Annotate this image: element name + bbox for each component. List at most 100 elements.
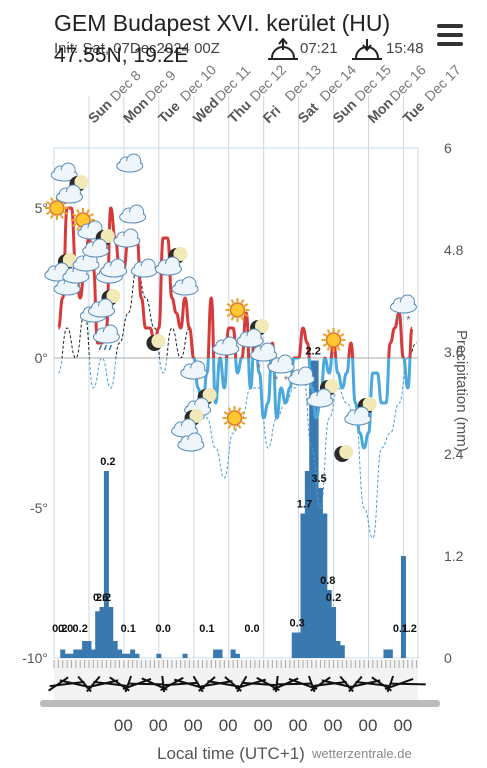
rain-drop: [108, 344, 113, 351]
precip-bar: [322, 513, 328, 658]
cloud-icon: [82, 238, 110, 258]
cloud-icon: [180, 360, 208, 380]
precip-bar: [317, 488, 323, 658]
scrollbar: [40, 700, 440, 707]
precip-bar: [309, 360, 315, 658]
wind-arrow: [198, 676, 216, 692]
hour-label: 00: [113, 716, 133, 735]
hour-label: 00: [183, 716, 203, 735]
precip-label: 0.2: [100, 456, 115, 468]
hour-label: 00: [393, 716, 413, 735]
precip-bar: [95, 611, 101, 658]
precip-bar: [73, 649, 79, 658]
rain-drop: [98, 344, 103, 351]
y-tick-left: -5°: [30, 500, 48, 516]
precip-label: 3.5: [311, 473, 326, 485]
init-time: Init: Sat, 07Dec2024 00Z: [54, 40, 220, 57]
precip-bar: [234, 653, 240, 658]
precip-bar: [82, 641, 88, 658]
precip-bar: [326, 590, 332, 658]
wind-arrow: [85, 679, 119, 689]
precip-label: 0.0: [58, 623, 73, 635]
cloud-icon: [344, 406, 372, 426]
hour-label: 00: [253, 716, 273, 735]
wind-arrow: [236, 675, 248, 693]
sunrise-icon: [268, 38, 298, 60]
temperature-lines: [56, 206, 417, 539]
wind-arrow: [276, 682, 313, 686]
precip-label: 0.8: [320, 575, 335, 587]
hour-label: 00: [323, 716, 343, 735]
y-tick-right: 3.6: [444, 344, 464, 360]
hamburger-menu-icon[interactable]: [437, 24, 463, 48]
cloud-icon: [77, 220, 105, 240]
temperature-line-cold: [192, 358, 412, 450]
hour-label: 00: [358, 716, 378, 735]
y-tick-right: 1.2: [444, 548, 464, 564]
cloud-icon: [170, 418, 198, 438]
precip-bar: [86, 641, 92, 658]
cloud-icon: [116, 153, 144, 173]
precip-bar: [117, 649, 123, 658]
y-tick-right: 0: [444, 650, 452, 666]
cloud-icon: [212, 336, 240, 356]
precip-bar: [335, 641, 341, 658]
weather-icons: ******: [44, 153, 417, 462]
precip-bar: [387, 649, 393, 658]
precip-label: 0.1: [121, 623, 136, 635]
precip-bar: [134, 653, 140, 658]
precip-label: 0.1: [199, 623, 214, 635]
day-date: Dec 13: [281, 61, 324, 104]
precip-bar: [130, 649, 136, 658]
wind-arrow: [47, 676, 69, 692]
day-date: Dec 11: [212, 62, 254, 104]
cloud-icon: [100, 258, 128, 278]
snow-flake: *: [396, 313, 401, 327]
wind-arrow: [86, 675, 101, 693]
snow-flake: *: [284, 373, 289, 387]
precip-bar: [103, 471, 109, 658]
wind-arrow: [311, 680, 347, 688]
sun-icon: [44, 196, 69, 220]
precipitation-bars: [60, 360, 406, 658]
wind-arrow: [49, 680, 85, 688]
cloud-icon: [171, 276, 199, 296]
wind-arrow: [310, 676, 331, 692]
precip-bar: [108, 607, 114, 658]
coordinates: 47.55N, 19.2E: [54, 44, 189, 67]
y-tick-right: 2.4: [444, 446, 464, 462]
precip-bar: [291, 632, 297, 658]
precip-bar: [230, 649, 236, 658]
x-axis-label: Local time (UTC+1): [157, 744, 305, 763]
dewpoint-line-above: [61, 267, 417, 358]
precip-bar: [182, 653, 188, 658]
precip-bar: [400, 556, 406, 658]
precip-label: 2.2: [96, 592, 111, 604]
sun-icon: [222, 406, 247, 430]
y-tick-right: 6: [444, 140, 452, 156]
precip-bar: [90, 649, 96, 658]
cloud-icon: [113, 228, 141, 248]
sun-icon: [321, 328, 346, 352]
cloud-icon: [55, 184, 83, 204]
precip-bar: [125, 653, 131, 658]
moon-icon: [146, 334, 166, 351]
wind-arrow: [198, 680, 233, 688]
day-date: Dec 14: [316, 61, 359, 104]
wind-arrow: [127, 682, 164, 686]
moon-icon: [334, 445, 354, 462]
day-date: Dec 9: [142, 67, 179, 104]
y-tick-left: 5°: [35, 200, 48, 216]
day-date: Dec 17: [421, 61, 464, 104]
sunset-time: 15:48: [386, 40, 424, 57]
sun-icon: [225, 298, 250, 322]
cloud-icon: [250, 342, 278, 362]
sunrise-time: 07:21: [300, 40, 338, 57]
precip-label: 0.2: [73, 623, 88, 635]
y-tick-left: -10°: [22, 650, 48, 666]
day-date: Dec 12: [246, 61, 289, 104]
precip-bar: [60, 649, 66, 658]
cloud-icon: [389, 294, 417, 314]
precip-bar: [213, 649, 219, 658]
